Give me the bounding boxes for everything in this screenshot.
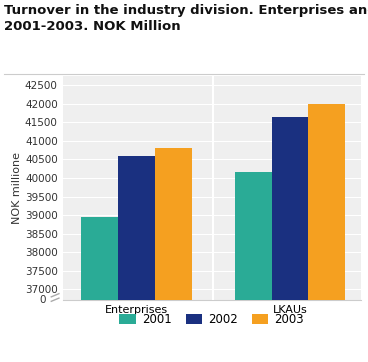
- Bar: [235, 172, 272, 362]
- Legend: 2001, 2002, 2003: 2001, 2002, 2003: [114, 308, 309, 331]
- Y-axis label: NOK millione: NOK millione: [12, 152, 22, 224]
- Bar: [272, 117, 308, 362]
- Text: Turnover in the industry division. Enterprises and LKAUs.
2001-2003. NOK Million: Turnover in the industry division. Enter…: [4, 4, 368, 33]
- Bar: [308, 104, 345, 362]
- Bar: [81, 217, 118, 362]
- Bar: [118, 156, 155, 362]
- Bar: [155, 148, 192, 362]
- Text: 0: 0: [40, 295, 46, 306]
